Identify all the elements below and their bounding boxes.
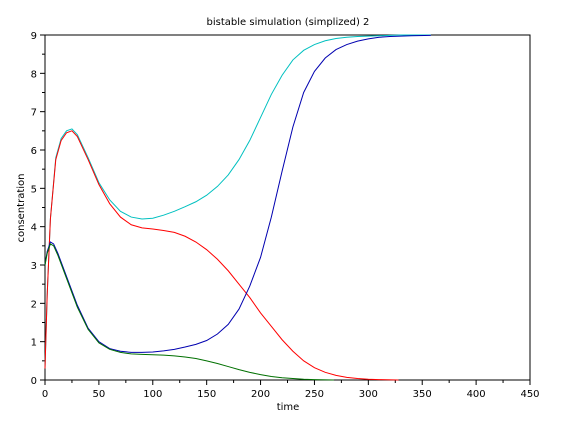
y-tick-label: 2 bbox=[31, 299, 37, 310]
series-line-2 bbox=[44, 130, 399, 381]
y-tick-label: 8 bbox=[31, 69, 37, 80]
y-tick-label: 4 bbox=[31, 223, 37, 234]
x-tick-label: 200 bbox=[251, 389, 270, 400]
series-line-4 bbox=[44, 243, 334, 381]
y-tick-label: 6 bbox=[31, 146, 37, 157]
x-axis-label: time bbox=[277, 402, 300, 413]
plot-frame bbox=[44, 34, 531, 381]
chart-title: bistable simulation (simplized) 2 bbox=[207, 17, 370, 28]
y-tick-label: 0 bbox=[31, 376, 37, 387]
y-axis-label: consentration bbox=[16, 174, 27, 243]
x-tick-label: 350 bbox=[413, 389, 432, 400]
x-tick-label: 300 bbox=[359, 389, 378, 400]
x-tick-label: 100 bbox=[143, 389, 162, 400]
y-tick-label: 5 bbox=[31, 184, 37, 195]
x-tick-label: 400 bbox=[467, 389, 486, 400]
y-tick-label: 7 bbox=[31, 108, 37, 119]
series-line-1 bbox=[44, 34, 431, 369]
series-line-3 bbox=[44, 34, 431, 353]
x-tick-label: 0 bbox=[42, 389, 48, 400]
x-tick-label: 50 bbox=[93, 389, 106, 400]
x-tick-label: 250 bbox=[305, 389, 324, 400]
y-tick-label: 3 bbox=[31, 261, 37, 272]
x-tick-label: 150 bbox=[197, 389, 216, 400]
x-tick-label: 450 bbox=[520, 389, 539, 400]
y-tick-label: 1 bbox=[31, 338, 37, 349]
y-tick-label: 9 bbox=[31, 31, 37, 42]
